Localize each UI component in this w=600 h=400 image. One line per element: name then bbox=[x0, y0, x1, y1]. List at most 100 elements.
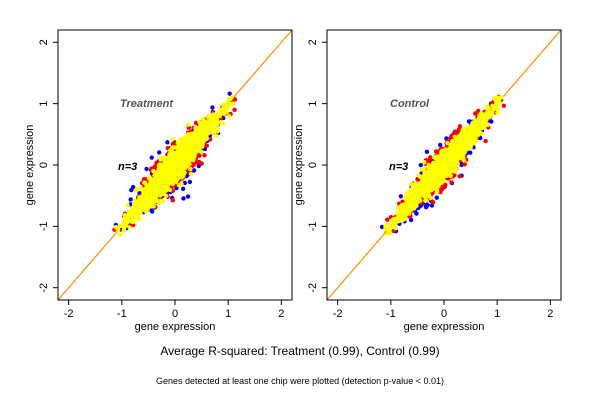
data-point bbox=[191, 168, 197, 173]
data-point bbox=[197, 131, 203, 137]
data-point bbox=[182, 166, 188, 171]
data-point bbox=[128, 197, 133, 202]
x-axis-label: gene expression bbox=[135, 321, 216, 333]
data-point bbox=[203, 134, 209, 139]
data-point bbox=[210, 105, 215, 110]
data-point bbox=[150, 186, 156, 191]
data-point bbox=[427, 156, 433, 161]
data-point bbox=[158, 186, 163, 192]
data-point bbox=[202, 153, 207, 158]
data-point bbox=[418, 162, 423, 168]
data-point bbox=[132, 213, 137, 218]
data-point bbox=[148, 175, 153, 181]
data-point bbox=[122, 222, 128, 228]
data-point bbox=[408, 217, 414, 223]
data-point bbox=[118, 223, 123, 229]
data-point bbox=[180, 186, 186, 191]
data-point bbox=[501, 103, 507, 109]
data-point bbox=[188, 166, 193, 172]
data-point bbox=[212, 122, 218, 127]
data-point bbox=[232, 107, 237, 113]
data-point bbox=[175, 168, 180, 173]
data-point bbox=[457, 174, 462, 179]
data-point bbox=[173, 150, 179, 156]
data-point bbox=[178, 156, 184, 161]
x-tick-label: 2 bbox=[278, 308, 284, 320]
data-point bbox=[194, 147, 199, 153]
panel-title: Treatment bbox=[120, 98, 174, 110]
data-point bbox=[158, 198, 164, 204]
data-point bbox=[191, 162, 196, 168]
data-point bbox=[166, 165, 171, 170]
data-point bbox=[227, 91, 232, 96]
data-point bbox=[140, 188, 146, 194]
data-point bbox=[429, 203, 435, 208]
data-point bbox=[461, 157, 467, 163]
data-point bbox=[430, 199, 436, 205]
data-point bbox=[205, 130, 210, 135]
data-point bbox=[225, 101, 230, 106]
data-point bbox=[438, 142, 443, 148]
x-tick-label: -1 bbox=[117, 308, 127, 320]
data-point bbox=[186, 122, 191, 128]
data-point bbox=[137, 195, 142, 200]
data-point bbox=[149, 209, 155, 214]
data-point bbox=[223, 107, 229, 112]
data-point bbox=[144, 166, 149, 172]
data-point bbox=[151, 204, 156, 209]
data-point bbox=[229, 94, 235, 100]
data-point bbox=[146, 194, 152, 199]
data-point bbox=[164, 193, 169, 199]
data-point bbox=[221, 111, 226, 116]
data-point bbox=[185, 194, 191, 199]
data-point bbox=[170, 173, 175, 179]
data-point bbox=[161, 190, 166, 196]
data-point bbox=[136, 201, 141, 206]
y-tick-label: 1 bbox=[38, 101, 50, 107]
data-point bbox=[151, 168, 156, 174]
sample-size-label: n=3 bbox=[118, 161, 137, 173]
data-point bbox=[422, 160, 427, 165]
data-point bbox=[127, 211, 133, 216]
data-point bbox=[164, 168, 170, 174]
data-point bbox=[196, 163, 201, 169]
data-point bbox=[147, 182, 152, 187]
data-point bbox=[180, 160, 185, 165]
data-point bbox=[231, 101, 236, 106]
data-point bbox=[182, 180, 187, 186]
data-point bbox=[489, 119, 494, 124]
data-point bbox=[188, 171, 194, 177]
data-point bbox=[170, 198, 175, 203]
data-point bbox=[165, 140, 170, 145]
y-tick-label: -1 bbox=[38, 221, 50, 231]
data-point bbox=[473, 111, 478, 116]
data-point bbox=[434, 188, 440, 193]
data-point bbox=[170, 146, 175, 151]
data-point bbox=[176, 142, 182, 147]
data-point bbox=[173, 156, 178, 161]
data-point bbox=[122, 212, 128, 218]
data-point bbox=[213, 114, 218, 119]
data-point bbox=[156, 167, 161, 172]
data-point bbox=[193, 125, 198, 131]
y-axis-label: gene expression bbox=[24, 125, 36, 206]
data-point bbox=[142, 180, 148, 185]
data-point bbox=[197, 159, 202, 165]
data-point bbox=[483, 138, 488, 144]
data-point bbox=[216, 112, 222, 118]
data-point bbox=[126, 218, 132, 223]
data-point bbox=[165, 186, 171, 191]
data-point bbox=[385, 217, 390, 222]
x-tick-label: 1 bbox=[225, 308, 231, 320]
data-point bbox=[187, 179, 193, 185]
data-point bbox=[218, 108, 223, 114]
data-point bbox=[434, 195, 439, 200]
data-point bbox=[125, 203, 130, 208]
data-point bbox=[184, 145, 189, 151]
data-point bbox=[142, 205, 147, 211]
data-point bbox=[214, 133, 219, 139]
data-point bbox=[170, 137, 175, 142]
data-point bbox=[154, 184, 159, 190]
